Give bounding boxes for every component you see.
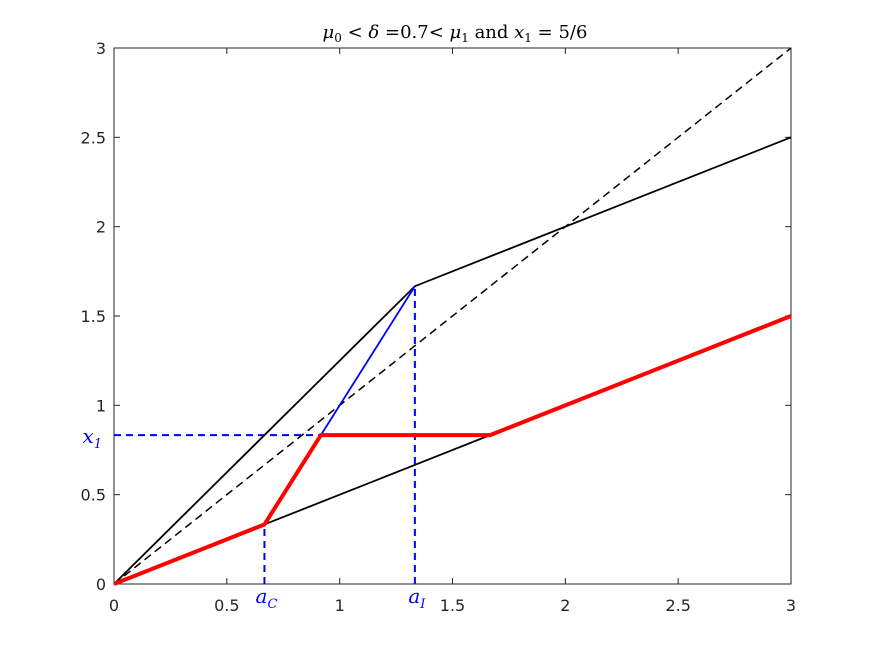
series-line-2 xyxy=(113,136,792,585)
y-tick-label: 1 xyxy=(96,396,106,415)
chart-title: μ0 < δ =0.7< μ1 and x1 = 5/6 xyxy=(323,22,588,45)
x-tick-label: 3 xyxy=(786,596,796,615)
x-tick-label: 0 xyxy=(109,596,119,615)
title-x1: x xyxy=(514,22,524,43)
y-tick-label: 0.5 xyxy=(81,486,106,505)
y-tick-label: 2.5 xyxy=(81,128,106,147)
title-delta: δ xyxy=(368,22,379,43)
y-tick-label: 0 xyxy=(96,575,106,594)
annotation-x1: x1 xyxy=(82,424,102,452)
y-tick-label: 1.5 xyxy=(81,307,106,326)
plot-area: 0 0.5 1 1.5 2 2.5 3 0 0.5 1 1.5 2 2.5 3 x1 aC aI xyxy=(81,39,797,615)
title-and: and xyxy=(469,22,514,43)
x-tick-label: 1.5 xyxy=(440,596,465,615)
y-tick-label: 2 xyxy=(96,218,106,237)
annotation-aC: aC xyxy=(256,584,278,612)
title-delta-value: =0.7< xyxy=(379,22,449,43)
title-mu0: μ xyxy=(323,22,335,43)
title-lt: < xyxy=(342,22,369,43)
title-mu1: μ xyxy=(450,22,462,43)
x-tick-label: 2 xyxy=(560,596,570,615)
x-tick-label: 2.5 xyxy=(665,596,690,615)
title-x1-sub: 1 xyxy=(524,31,532,45)
y-tick-label: 3 xyxy=(96,39,106,58)
title-mu1-sub: 1 xyxy=(461,31,469,45)
title-mu0-sub: 0 xyxy=(334,31,342,45)
x-tick-label: 0.5 xyxy=(214,596,239,615)
annotation-aI: aI xyxy=(408,584,426,612)
series-line-5 xyxy=(113,314,792,586)
x-tick-label: 1 xyxy=(335,596,345,615)
title-rhs: = 5/6 xyxy=(532,22,588,43)
series-line-1 xyxy=(113,47,792,585)
